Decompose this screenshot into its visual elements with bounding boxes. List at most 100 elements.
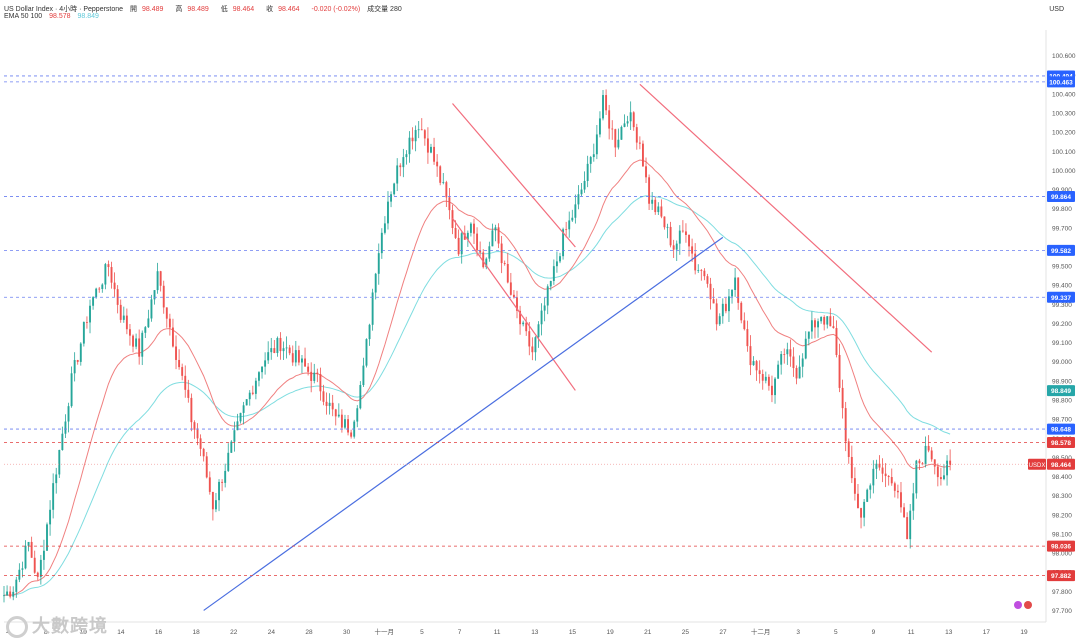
candle [863, 499, 866, 527]
x-tick-label: 27 [719, 629, 727, 636]
candle [823, 315, 826, 331]
candle [196, 423, 199, 446]
candle-body [454, 228, 457, 238]
candle-body [583, 180, 586, 190]
candle [24, 540, 27, 570]
candle [144, 325, 147, 339]
candle [632, 111, 635, 131]
candle [264, 352, 267, 375]
candle-body [442, 182, 445, 183]
candle-body [485, 258, 488, 268]
y-tick-label: 100.100 [1052, 149, 1076, 156]
candle-body [669, 226, 672, 246]
currency-label[interactable]: USD [1049, 6, 1064, 13]
candle-body [24, 545, 27, 569]
candle-body [264, 360, 267, 367]
y-tick-label: 99.300 [1052, 302, 1072, 309]
candle-body [340, 414, 343, 428]
candle-body [663, 216, 666, 228]
candle [387, 191, 389, 230]
price-level-value: 99.864 [1051, 194, 1071, 201]
x-tick-label: 21 [644, 629, 652, 636]
candle [368, 323, 371, 346]
ema-slow-value: 98.849 [77, 13, 99, 20]
candle-body [85, 322, 88, 323]
candle-body [261, 366, 263, 373]
candle [36, 571, 39, 581]
candle-body [344, 419, 346, 428]
candle [577, 185, 580, 210]
chart-header-ema[interactable]: EMA 50 100 98.578 98.849 [4, 13, 104, 20]
low-label: 低 [220, 6, 228, 13]
candle-body [626, 121, 629, 124]
candle [356, 405, 359, 428]
candle-body [838, 354, 841, 388]
candle [731, 288, 733, 304]
watermark-logo: 大數跨境 [6, 612, 108, 638]
candle-body [165, 307, 168, 319]
candle-body [903, 507, 906, 518]
x-tick-label: 28 [305, 629, 313, 636]
price-level-badge [1047, 423, 1075, 435]
candle [110, 261, 113, 289]
candle [476, 227, 479, 257]
candle-body [930, 450, 933, 460]
candle [482, 249, 485, 269]
candle-body [113, 282, 116, 290]
candle [626, 115, 629, 127]
candle [21, 561, 24, 578]
candle-body [393, 183, 396, 195]
candle [405, 150, 408, 165]
candle-body [881, 467, 884, 474]
candle [49, 500, 52, 536]
candle-body [522, 322, 525, 325]
candle-body [525, 322, 528, 332]
candle-body [681, 230, 684, 232]
candle-body [589, 157, 592, 164]
candle-body [436, 161, 439, 167]
price-level-value: 98.036 [1051, 544, 1071, 551]
alert-icon[interactable] [1014, 601, 1022, 609]
candle [648, 174, 651, 210]
candle-body [749, 346, 752, 366]
candle [832, 316, 835, 329]
candle-body [638, 142, 641, 144]
candle [810, 311, 813, 339]
candle-body [291, 353, 294, 363]
candle-body [949, 460, 952, 466]
candle [92, 296, 95, 310]
record-icon[interactable] [1024, 601, 1032, 609]
candle-body [629, 112, 632, 122]
candle [175, 335, 177, 370]
candle-body [912, 493, 915, 511]
candle-body [380, 232, 383, 254]
candle [755, 359, 758, 381]
candle [602, 89, 604, 121]
x-tick-label: 十二月 [751, 627, 771, 636]
candle-body [279, 337, 282, 352]
candle [248, 390, 251, 406]
y-tick-label: 98.100 [1052, 531, 1072, 538]
candle [227, 443, 230, 472]
candle-body [316, 372, 319, 375]
candle [430, 143, 432, 154]
candle [927, 435, 930, 453]
candle [534, 336, 537, 361]
candle-body [110, 267, 113, 283]
candle-body [783, 354, 786, 355]
y-tick-label: 97.800 [1052, 589, 1072, 596]
candle [506, 252, 509, 284]
candles [3, 89, 952, 603]
candle [457, 229, 460, 257]
candle-body [740, 302, 743, 321]
candle [491, 223, 494, 247]
candle-body [764, 376, 767, 381]
candle [304, 347, 306, 367]
candle [801, 353, 804, 378]
candle [64, 414, 67, 438]
candle [906, 512, 909, 540]
candle-body [466, 232, 469, 240]
open-value: 98.489 [142, 6, 164, 13]
candle [789, 339, 792, 367]
